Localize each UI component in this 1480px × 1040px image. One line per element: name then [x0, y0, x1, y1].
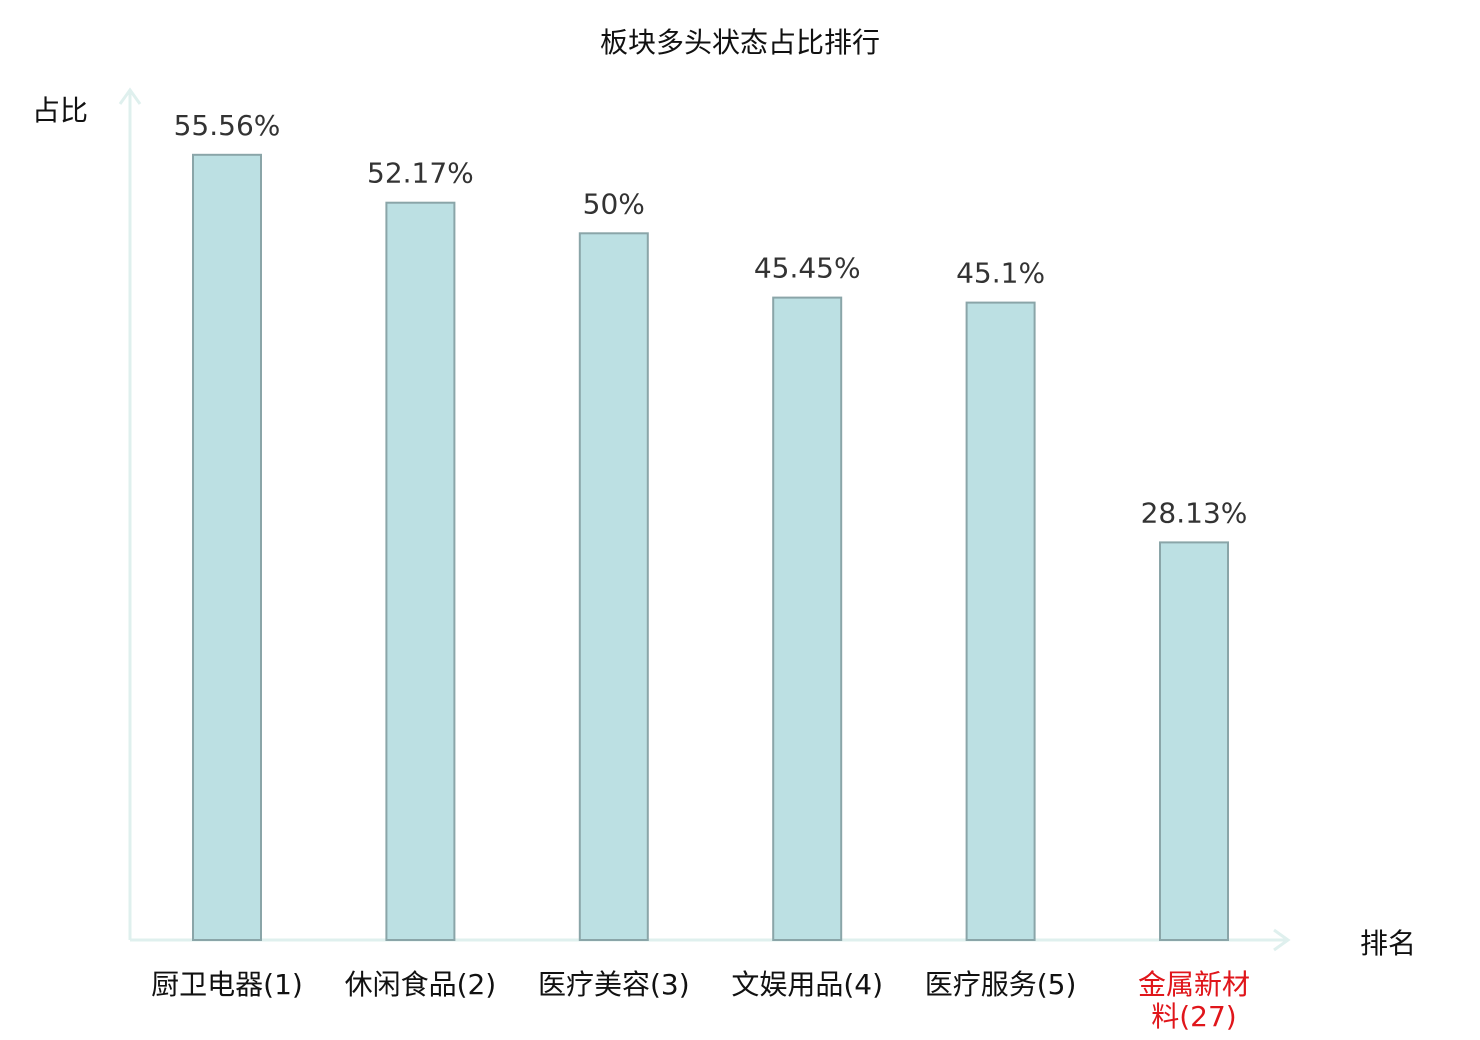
y-axis-arrow: [118, 87, 142, 105]
chart-title: 板块多头状态占比排行: [600, 26, 880, 59]
category-label: 医疗美容(3): [538, 968, 690, 1001]
bar: [385, 201, 456, 941]
bar: [578, 232, 649, 942]
bar: [192, 153, 262, 942]
category-labels: 厨卫电器(1) 休闲食品(2) 医疗美容(3) 文娱用品(4) 医疗服务(5) 金属新材料…: [151, 968, 1250, 1033]
x-axis-arrow: [1273, 928, 1291, 952]
x-axis-label: 排名: [1360, 927, 1416, 960]
category-label: 金属新材料(27): [1138, 968, 1250, 1033]
category-label: 医疗服务(5): [925, 968, 1077, 1001]
bar: [1159, 541, 1229, 942]
value-label: 55.56%: [174, 109, 281, 142]
value-label: 52.17%: [367, 157, 474, 190]
value-labels: 55.56% 52.17% 50% 45.45% 45.1% 28.13%: [174, 109, 1248, 530]
value-label: 50%: [583, 187, 645, 220]
bars: [192, 153, 1229, 942]
bar: [965, 301, 1036, 942]
category-label: 文娱用品(4): [731, 968, 883, 1001]
value-label: 28.13%: [1141, 496, 1248, 529]
category-label: 休闲食品(2): [345, 968, 497, 1001]
category-label: 厨卫电器(1): [151, 968, 303, 1001]
axes: [118, 87, 1291, 952]
y-axis-label: 占比: [32, 94, 88, 127]
value-label: 45.45%: [754, 252, 861, 285]
bar: [772, 296, 843, 942]
value-label: 45.1%: [956, 257, 1045, 290]
